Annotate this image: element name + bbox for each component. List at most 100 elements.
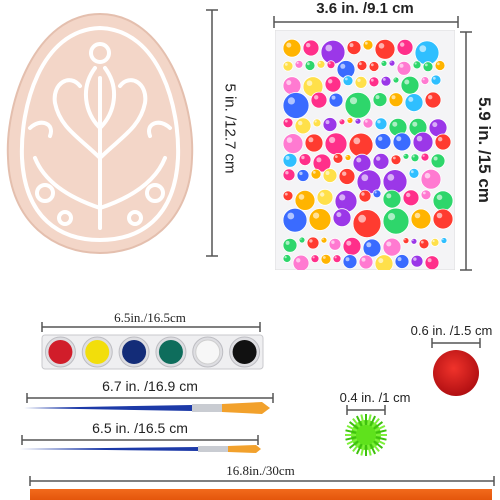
gem-sticker-shine — [422, 78, 425, 81]
gem-sticker — [354, 117, 362, 125]
gem-sticker — [348, 132, 374, 158]
gem-sticker-shine — [329, 136, 336, 144]
gem-sticker — [382, 169, 408, 195]
gem-sticker-shine — [370, 78, 374, 82]
gem-sticker-shine — [404, 238, 406, 241]
gem-sticker-shine — [404, 79, 410, 85]
gem-sticker-shine — [370, 63, 374, 67]
gem-sticker-shine — [392, 156, 396, 160]
gem-sticker-shine — [386, 241, 392, 247]
gem-sticker — [282, 237, 298, 253]
gem-sticker-shine — [413, 257, 417, 261]
gem-sticker — [410, 208, 432, 230]
gem-sticker-shine — [348, 118, 350, 121]
gem-sticker-shine — [428, 95, 433, 100]
gem-sticker — [374, 117, 388, 131]
gem-sticker — [282, 152, 298, 168]
gem-sticker — [282, 60, 294, 72]
gem-sticker — [282, 168, 296, 182]
gem-sticker-shine — [410, 170, 414, 174]
gem-sticker — [346, 40, 362, 56]
gem-sticker — [334, 189, 358, 213]
gem-sticker-shine — [377, 120, 381, 124]
gem-sheet-height-dimension-line — [460, 31, 472, 271]
paint-pot — [85, 340, 110, 364]
pompom-fiber — [373, 440, 384, 449]
green-pompom-size-label: 0.4 in. /1 cm — [339, 390, 411, 405]
gem-sticker-shine — [314, 120, 317, 123]
gem-sticker — [344, 154, 352, 161]
gem-sticker-shine — [331, 95, 336, 100]
gem-sticker — [380, 60, 388, 67]
paint-pot — [232, 340, 257, 364]
gem-sticker — [294, 59, 304, 69]
gem-sticker — [298, 153, 312, 167]
gem-sticker-shine — [286, 80, 292, 86]
gem-sticker — [410, 254, 424, 268]
gem-sticker-shine — [284, 192, 288, 196]
gem-sticker-shine — [378, 43, 385, 49]
gem-sticker-shine — [436, 194, 443, 201]
gem-sticker — [408, 167, 420, 179]
gem-sticker-shine — [285, 240, 290, 245]
gem-sticker-shine — [301, 155, 305, 160]
gem-sticker — [282, 117, 294, 129]
gem-sticker — [388, 92, 404, 108]
gem-sticker-shine — [422, 154, 425, 157]
gem-sticker-shine — [412, 121, 418, 127]
gem-sticker-shine — [284, 256, 287, 259]
gem-sticker-shine — [438, 137, 443, 142]
gem-sticker — [424, 91, 442, 109]
gem-sticker — [354, 76, 368, 89]
gem-sticker — [312, 118, 322, 128]
gem-sticker — [352, 209, 382, 239]
orange-ribbon — [30, 489, 492, 500]
gem-sticker — [412, 131, 434, 153]
gem-sticker-shine — [357, 78, 361, 82]
gem-sticker — [316, 59, 326, 69]
gem-sticker-shine — [346, 155, 348, 158]
gem-sticker — [310, 168, 322, 180]
pompom-fiber — [346, 424, 358, 432]
pompom-fiber — [369, 415, 377, 427]
gem-sticker — [380, 75, 392, 87]
gem-sticker-shine — [404, 154, 406, 157]
pompom-fiber — [346, 438, 358, 446]
gem-sticker — [328, 237, 342, 251]
gem-sticker-shine — [322, 238, 324, 240]
gem-sticker-shine — [346, 240, 352, 246]
gem-sticker — [362, 238, 382, 258]
gem-sticker — [372, 92, 388, 107]
gem-sticker — [430, 237, 440, 247]
gem-sticker — [352, 153, 372, 173]
gem-sticker — [396, 38, 414, 56]
gem-sticker — [374, 254, 394, 270]
gem-sticker — [324, 132, 348, 156]
gem-sticker-shine — [358, 62, 362, 66]
gem-sticker-shine — [299, 171, 303, 176]
gem-sticker-shine — [399, 63, 404, 68]
gem-sticker — [358, 189, 372, 203]
gem-sticker-shine — [361, 192, 365, 196]
green-pompom-dimension-line — [346, 405, 386, 415]
gem-sticker-shine — [325, 120, 330, 125]
gem-sticker-shine — [287, 97, 295, 105]
gem-sticker — [402, 237, 410, 245]
gem-sticker-shine — [349, 97, 358, 105]
gem-sticker — [372, 189, 382, 199]
ribbon-dimension-line — [29, 476, 495, 486]
gem-sticker-shine — [414, 212, 421, 219]
gem-sticker-shine — [306, 43, 311, 48]
gem-sticker — [332, 208, 352, 228]
gem-sticker — [382, 189, 402, 209]
gem-sticker-shine — [334, 256, 337, 259]
gem-sticker — [430, 153, 446, 169]
gem-sticker-shine — [358, 214, 366, 223]
pompom-fiber — [345, 429, 357, 434]
gem-sticker — [410, 153, 420, 163]
gem-sticker — [304, 60, 316, 71]
gem-sticker — [410, 237, 418, 245]
gem-sticker-shine — [392, 121, 398, 127]
gem-sticker — [374, 38, 396, 60]
gem-sticker — [342, 236, 362, 256]
